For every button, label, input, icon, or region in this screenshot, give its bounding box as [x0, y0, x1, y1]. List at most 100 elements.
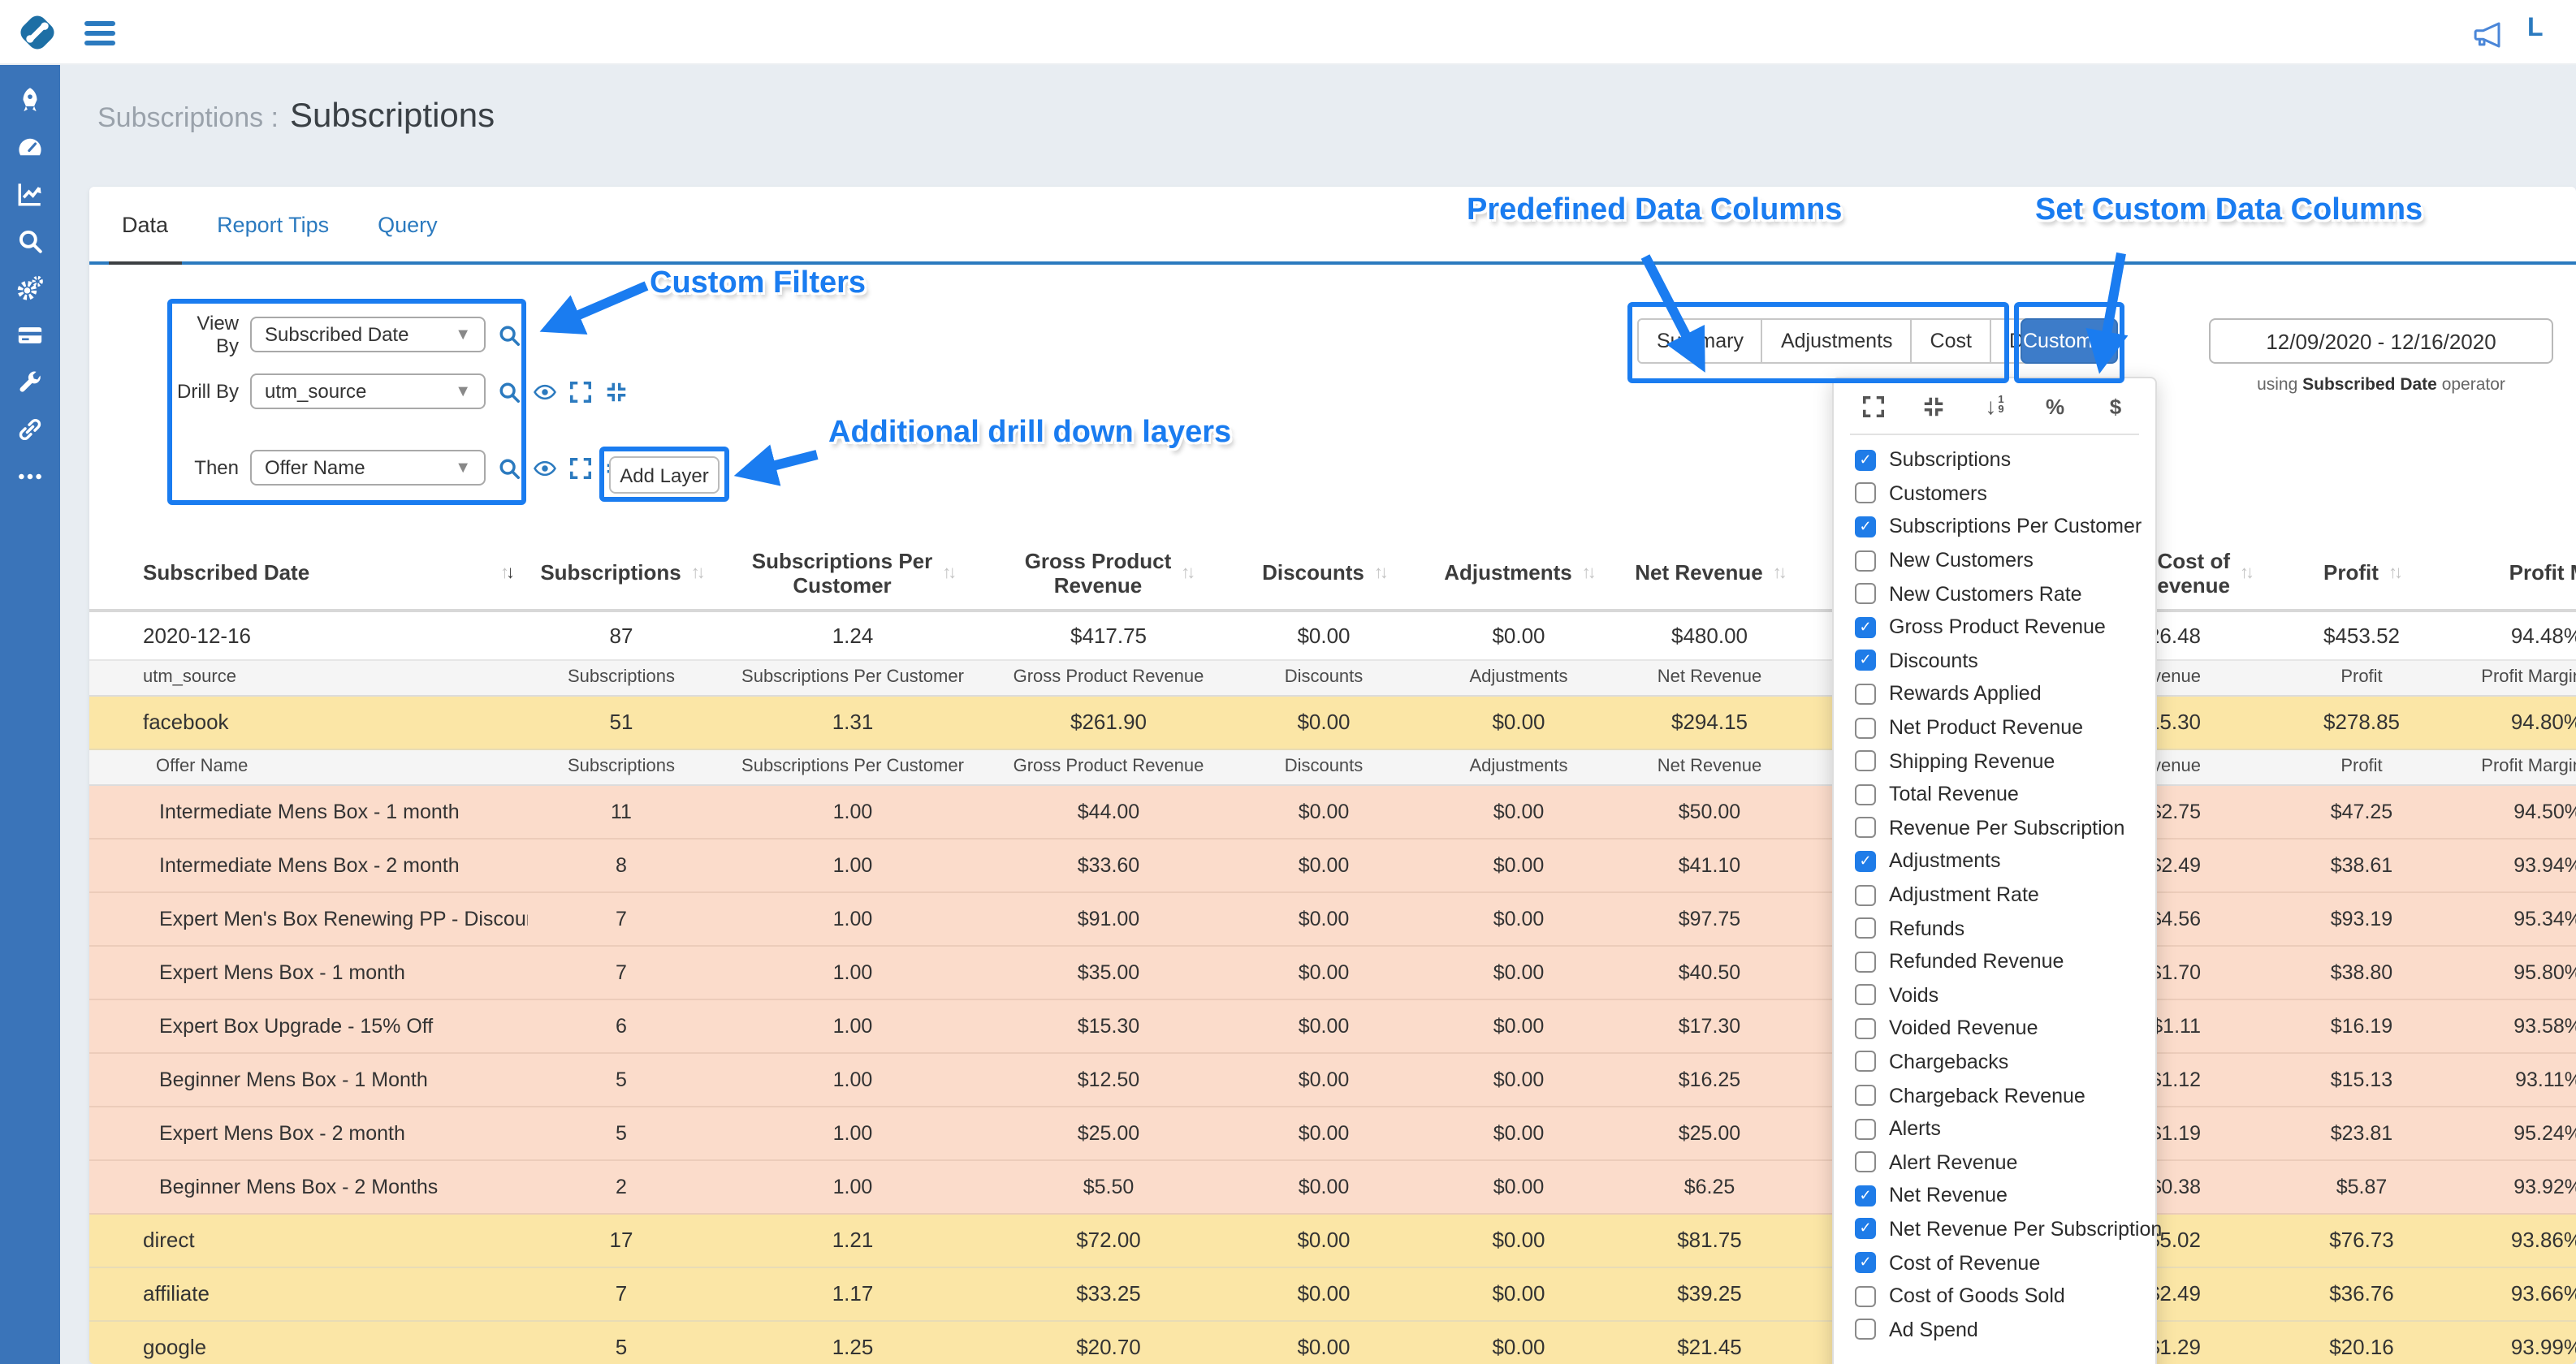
checkbox-icon[interactable]: [1855, 884, 1876, 905]
sort-numeric-icon[interactable]: ↓19: [1981, 392, 2008, 420]
checkbox-icon[interactable]: ✓: [1855, 516, 1876, 537]
column-option-chargeback-revenue[interactable]: Chargeback Revenue: [1855, 1079, 2155, 1112]
checkbox-icon[interactable]: [1855, 985, 1876, 1006]
column-header-net-revenue[interactable]: Net Revenue↑↓: [1616, 536, 1803, 611]
column-option-rewards-applied[interactable]: Rewards Applied: [1855, 677, 2155, 710]
column-option-new-customers[interactable]: New Customers: [1855, 544, 2155, 577]
column-option-net-product-revenue[interactable]: Net Product Revenue: [1855, 711, 2155, 745]
column-header-subscriptions[interactable]: Subscriptions↑↓: [528, 536, 715, 611]
filter-select-subscribed-date[interactable]: Subscribed Date▼: [250, 317, 486, 352]
column-option-refunded-revenue[interactable]: Refunded Revenue: [1855, 945, 2155, 978]
search-icon[interactable]: [16, 227, 44, 255]
column-option-revenue-per-subscription[interactable]: Revenue Per Subscription: [1855, 811, 2155, 844]
column-header-adjustments[interactable]: Adjustments↑↓: [1421, 536, 1616, 611]
dollar-icon[interactable]: $: [2102, 392, 2129, 420]
sort-icon[interactable]: ↑↓: [1773, 563, 1784, 582]
checkbox-icon[interactable]: [1855, 818, 1876, 839]
column-option-adjustments[interactable]: ✓Adjustments: [1855, 844, 2155, 878]
checkbox-icon[interactable]: [1855, 750, 1876, 771]
eye-icon[interactable]: [533, 455, 557, 480]
view-button-adjustments[interactable]: Adjustments: [1761, 318, 1913, 364]
checkbox-icon[interactable]: [1855, 1285, 1876, 1306]
expand-icon[interactable]: [568, 379, 593, 404]
sort-icon[interactable]: ↑↓: [500, 563, 512, 582]
checkbox-icon[interactable]: ✓: [1855, 851, 1876, 872]
column-option-alerts[interactable]: Alerts: [1855, 1112, 2155, 1146]
column-option-cost-of-goods-sold[interactable]: Cost of Goods Sold: [1855, 1280, 2155, 1313]
rocket-icon[interactable]: [16, 86, 44, 114]
column-option-net-revenue[interactable]: ✓Net Revenue: [1855, 1179, 2155, 1212]
expand-icon[interactable]: [568, 455, 593, 480]
tab-query[interactable]: Query: [378, 187, 438, 261]
column-option-discounts[interactable]: ✓Discounts: [1855, 644, 2155, 677]
column-option-cost-of-revenue[interactable]: ✓Cost of Revenue: [1855, 1246, 2155, 1280]
search-icon[interactable]: [497, 379, 521, 404]
wrench-icon[interactable]: [16, 369, 44, 396]
column-option-voids[interactable]: Voids: [1855, 978, 2155, 1012]
hamburger-menu-icon[interactable]: [84, 21, 115, 50]
filter-select-offer-name[interactable]: Offer Name▼: [250, 450, 486, 486]
column-header-subscribed-date[interactable]: Subscribed Date↑↓: [89, 536, 528, 611]
tab-report-tips[interactable]: Report Tips: [217, 187, 329, 261]
checkbox-icon[interactable]: [1855, 684, 1876, 705]
checkbox-icon[interactable]: ✓: [1855, 617, 1876, 638]
add-layer-button[interactable]: Add Layer: [609, 456, 720, 494]
column-header-profit-margin[interactable]: Profit Margin↑↓: [2449, 536, 2576, 611]
column-option-customers[interactable]: Customers: [1855, 477, 2155, 510]
checkbox-icon[interactable]: ✓: [1855, 450, 1876, 471]
checkbox-icon[interactable]: [1855, 783, 1876, 805]
column-option-shipping-revenue[interactable]: Shipping Revenue: [1855, 745, 2155, 778]
gears-icon[interactable]: [16, 274, 44, 302]
brand-logo-icon[interactable]: [13, 8, 62, 57]
sort-icon[interactable]: ↑↓: [691, 563, 702, 582]
column-option-subscriptions-per-customer[interactable]: ✓Subscriptions Per Customer: [1855, 510, 2155, 543]
sort-icon[interactable]: ↑↓: [942, 563, 953, 582]
column-option-gross-product-revenue[interactable]: ✓Gross Product Revenue: [1855, 611, 2155, 644]
view-button-cost[interactable]: Cost: [1911, 318, 1991, 364]
checkbox-icon[interactable]: ✓: [1855, 1219, 1876, 1240]
compress-icon[interactable]: [1921, 392, 1948, 420]
gauge-icon[interactable]: [16, 133, 44, 161]
column-option-chargebacks[interactable]: Chargebacks: [1855, 1045, 2155, 1078]
checkbox-icon[interactable]: [1855, 1018, 1876, 1039]
checkbox-icon[interactable]: ✓: [1855, 1252, 1876, 1273]
sort-icon[interactable]: ↑↓: [1374, 563, 1385, 582]
sort-icon[interactable]: ↑↓: [2388, 563, 2400, 582]
checkbox-icon[interactable]: [1855, 1085, 1876, 1106]
checkbox-icon[interactable]: [1855, 1319, 1876, 1340]
column-option-subscriptions[interactable]: ✓Subscriptions: [1855, 443, 2155, 477]
column-header-discounts[interactable]: Discounts↑↓: [1226, 536, 1421, 611]
megaphone-icon[interactable]: [2470, 18, 2505, 49]
chart-line-icon[interactable]: [16, 180, 44, 208]
checkbox-icon[interactable]: [1855, 483, 1876, 504]
filter-select-utm-source[interactable]: utm_source▼: [250, 373, 486, 409]
percent-icon[interactable]: %: [2042, 392, 2069, 420]
column-option-adjustment-rate[interactable]: Adjustment Rate: [1855, 878, 2155, 911]
column-option-total-revenue[interactable]: Total Revenue: [1855, 778, 2155, 811]
search-icon[interactable]: [497, 455, 521, 480]
checkbox-icon[interactable]: [1855, 1152, 1876, 1173]
search-icon[interactable]: [497, 322, 521, 347]
checkbox-icon[interactable]: [1855, 717, 1876, 738]
checkbox-icon[interactable]: [1855, 550, 1876, 571]
sort-icon[interactable]: ↑↓: [1582, 563, 1593, 582]
compress-icon[interactable]: [604, 379, 629, 404]
column-option-new-customers-rate[interactable]: New Customers Rate: [1855, 577, 2155, 611]
checkbox-icon[interactable]: ✓: [1855, 650, 1876, 671]
credit-card-icon[interactable]: [16, 322, 44, 349]
column-option-alert-revenue[interactable]: Alert Revenue: [1855, 1146, 2155, 1179]
link-icon[interactable]: [16, 416, 44, 443]
column-option-net-revenue-per-subscription[interactable]: ✓Net Revenue Per Subscription: [1855, 1212, 2155, 1245]
expand-icon[interactable]: [1860, 392, 1887, 420]
checkbox-icon[interactable]: [1855, 917, 1876, 939]
account-label[interactable]: L: [2527, 15, 2544, 44]
custom-columns-button[interactable]: Custom ▼: [2021, 318, 2118, 364]
sort-icon[interactable]: ↑↓: [1181, 563, 1192, 582]
view-button-summary[interactable]: Summary: [1637, 318, 1763, 364]
column-header-profit[interactable]: Profit↑↓: [2274, 536, 2449, 611]
checkbox-icon[interactable]: [1855, 1051, 1876, 1073]
tab-data[interactable]: Data: [122, 187, 168, 261]
column-option-refunds[interactable]: Refunds: [1855, 912, 2155, 945]
checkbox-icon[interactable]: [1855, 1118, 1876, 1139]
sort-icon[interactable]: ↑↓: [2240, 563, 2251, 582]
